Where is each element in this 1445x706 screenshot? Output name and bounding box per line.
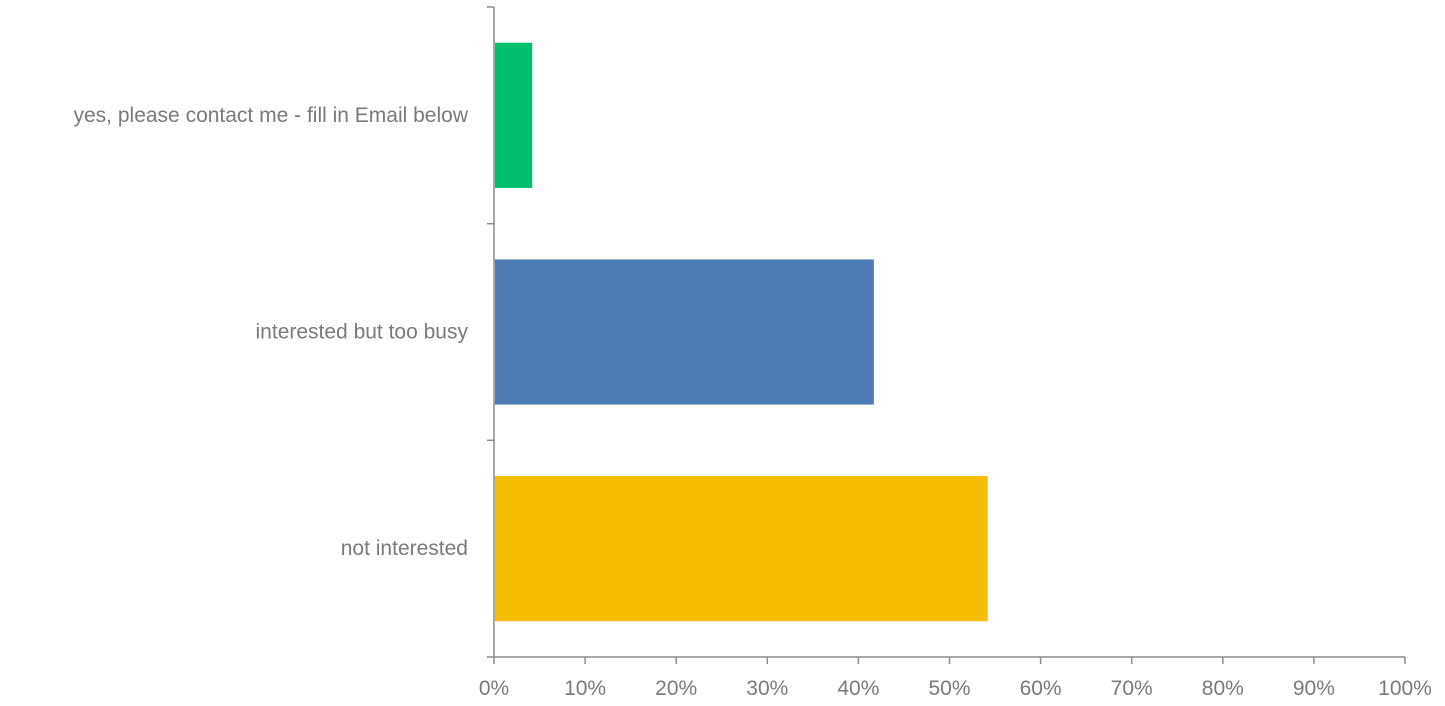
ticks-layer — [487, 6, 1406, 664]
x-tick-label-7: 70% — [1111, 677, 1153, 700]
bar-0 — [495, 42, 533, 188]
x-tick-label-2: 20% — [655, 677, 697, 700]
x-tick-label-3: 30% — [746, 677, 788, 700]
bar-1 — [495, 259, 874, 405]
x-tick-label-1: 10% — [564, 677, 606, 700]
x-tick-label-10: 100% — [1378, 677, 1432, 700]
category-label-0: yes, please contact me - fill in Email b… — [74, 104, 469, 127]
x-tick-label-6: 60% — [1020, 677, 1062, 700]
x-tick-label-0: 0% — [479, 677, 509, 700]
labels-layer: yes, please contact me - fill in Email b… — [74, 104, 1432, 700]
x-tick-label-5: 50% — [928, 677, 970, 700]
x-tick-label-9: 90% — [1293, 677, 1335, 700]
bars-layer — [495, 42, 988, 622]
category-label-2: not interested — [341, 537, 468, 560]
bar-2 — [495, 476, 988, 622]
x-tick-label-4: 40% — [837, 677, 879, 700]
x-tick-label-8: 80% — [1202, 677, 1244, 700]
category-label-1: interested but too busy — [256, 321, 469, 344]
